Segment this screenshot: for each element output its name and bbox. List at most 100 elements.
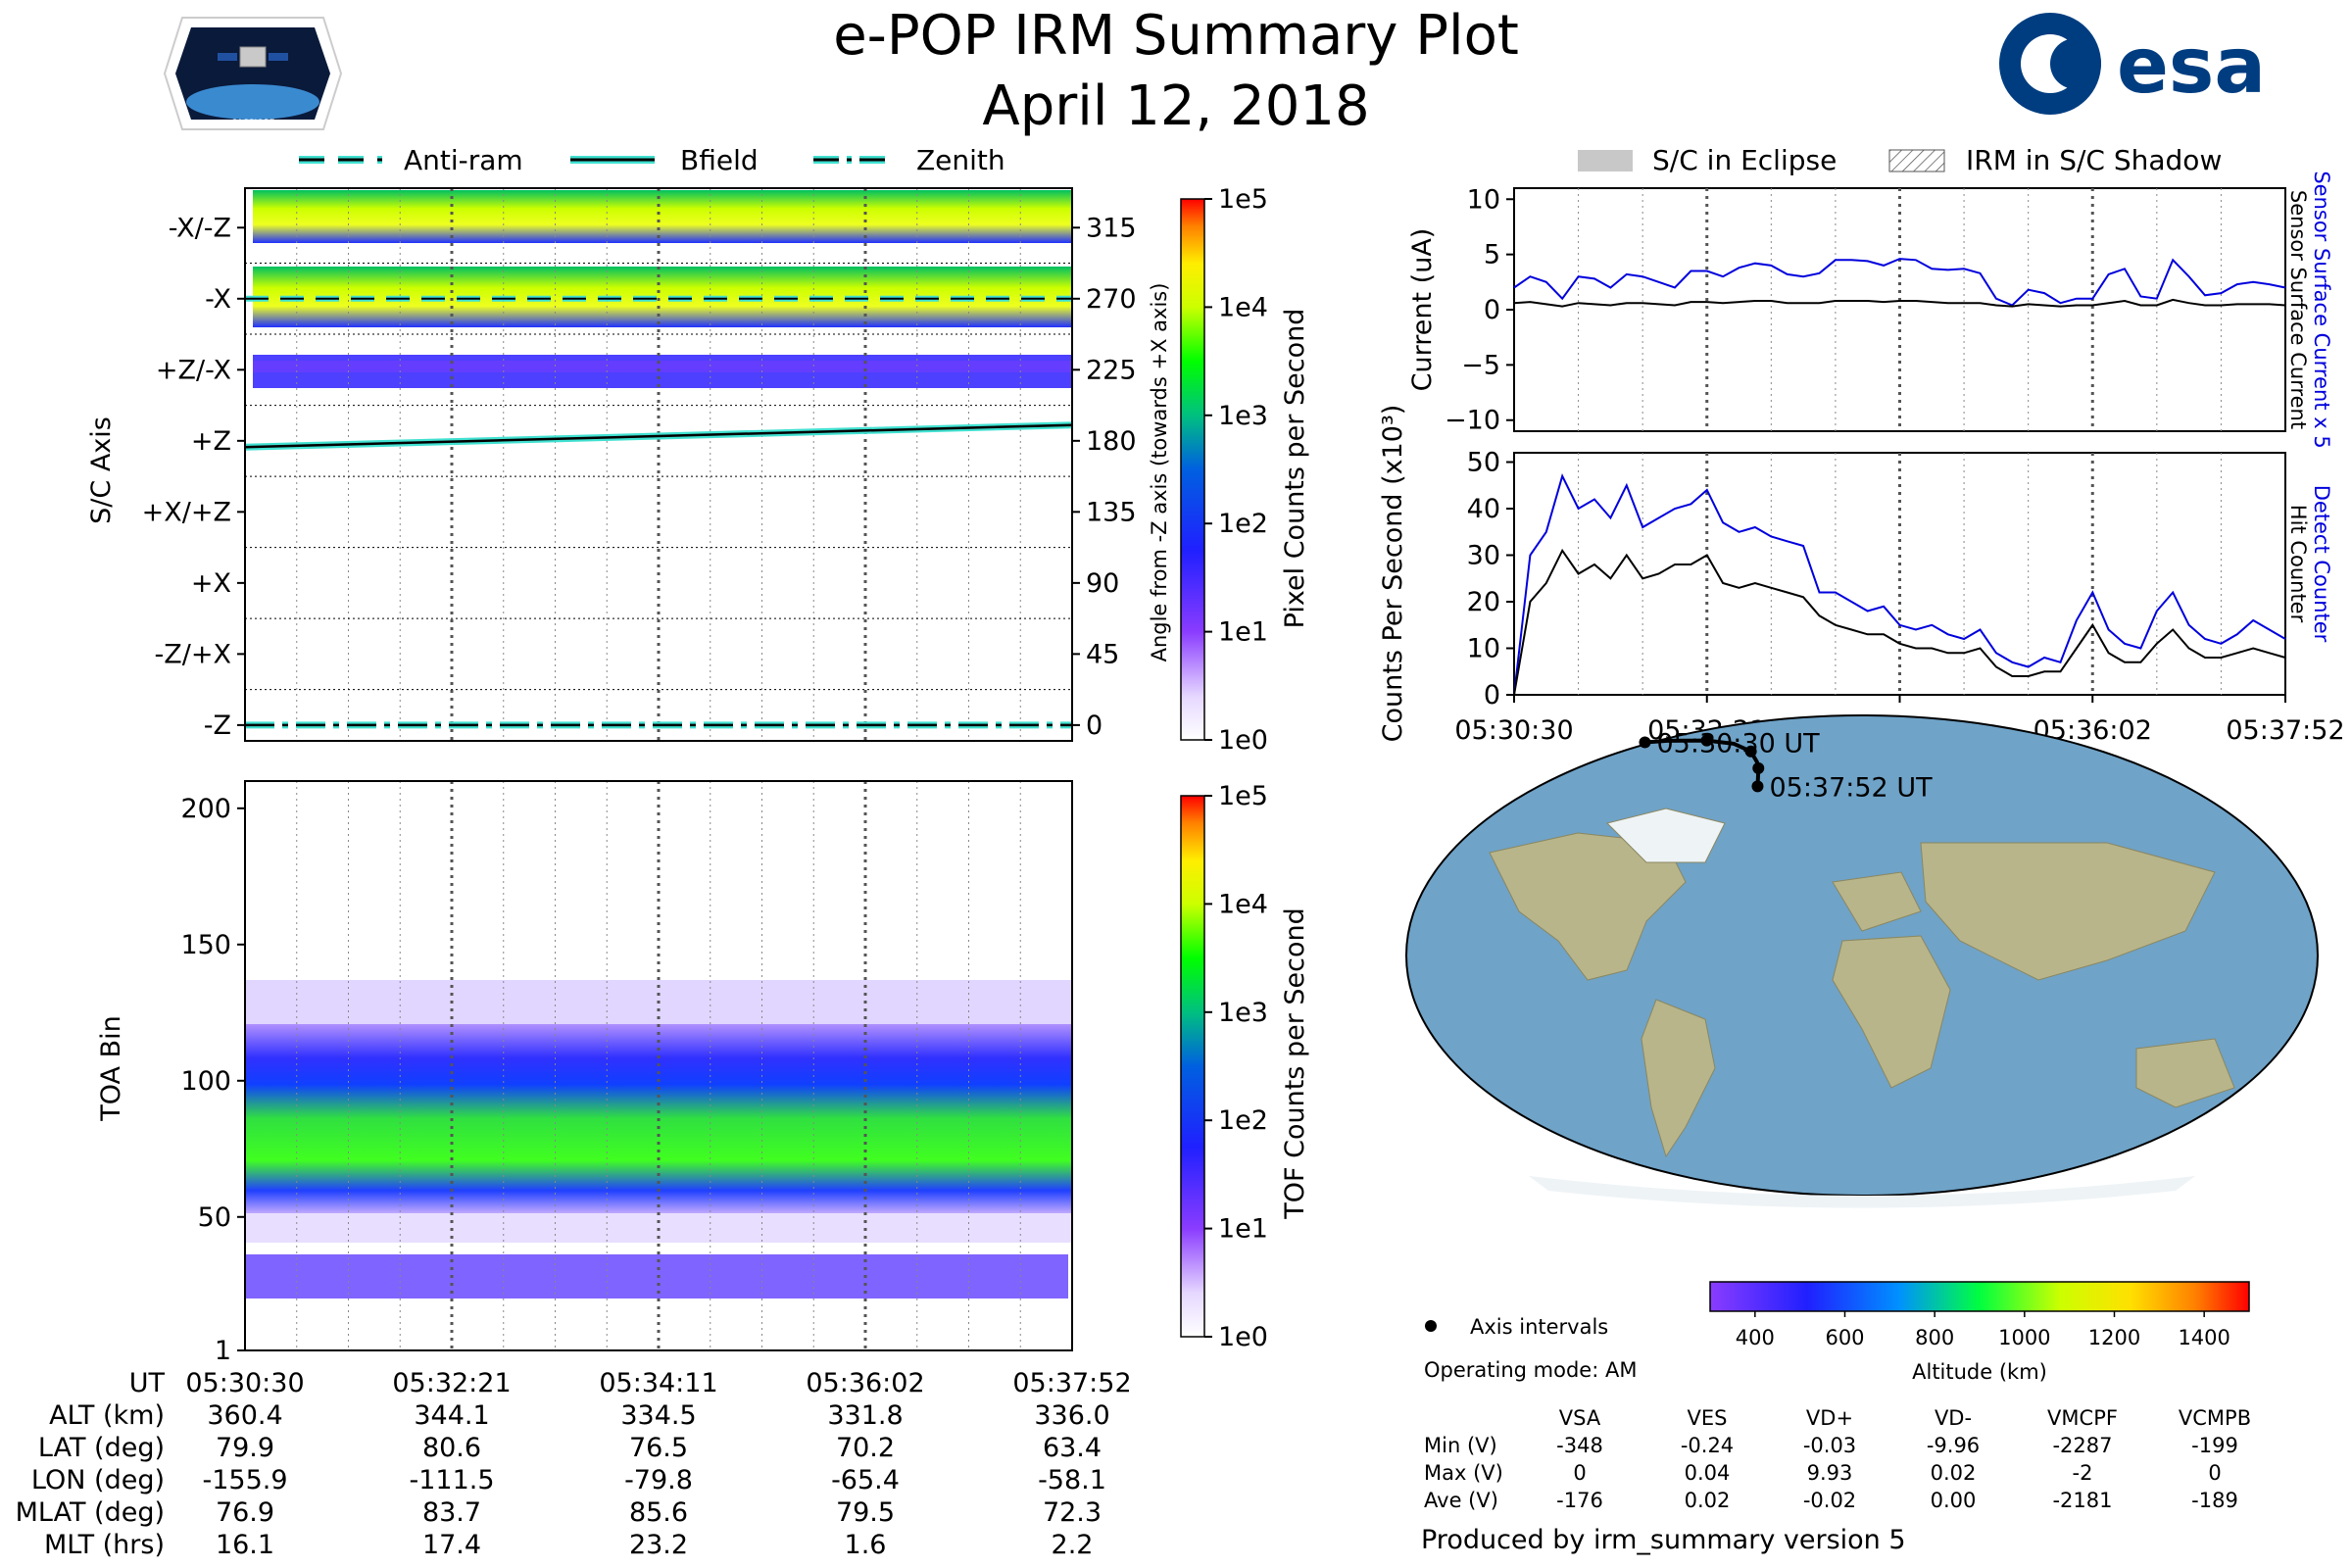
toa-colorbar: 1e5 1e4 1e3 1e2 1e1 1e0 [1180,781,1268,1352]
asia [1920,842,2216,981]
ut-cell: -111.5 [409,1465,494,1495]
ut-cell: 2.2 [1052,1530,1094,1560]
toa-cbar-label-1e4: 1e4 [1218,889,1268,919]
legend-right: S/C in Eclipse IRM in S/C Shadow [1578,144,2222,176]
ut-cell: 360.4 [207,1400,282,1431]
current-series-black-label: Sensor Surface Current [2286,190,2310,429]
ut-cell: -155.9 [202,1465,287,1495]
australia [2135,1038,2235,1108]
altitude-label: Altitude (km) [1912,1360,2047,1384]
series-line-hit-counter [1513,548,2286,696]
series-line-sensor-surface-current-x-5 [1513,258,2286,307]
track-point [1752,761,1765,774]
pixel-cbar-label-1e2: 1e2 [1218,509,1268,539]
volt-cell: -0.24 [1681,1434,1734,1457]
track-point [1751,780,1764,793]
alt-tick-label-400: 400 [1736,1326,1775,1349]
toa-tick-label-150: 150 [180,930,231,960]
toa-cbar-label-1e5: 1e5 [1218,781,1268,811]
ut-row-label-ut: UT [129,1368,166,1398]
pixel-ylabel-left: S/C Axis [86,416,117,524]
legend-eclipse: S/C in Eclipse [1652,144,1837,176]
mission-badge: CASSIOPE [163,17,343,130]
volt-cell: -9.96 [1927,1434,1980,1457]
ut-row-label-lon-deg: LON (deg) [31,1465,165,1495]
toa-tick-label-50: 50 [198,1202,231,1233]
y-tick-label: 10 [1467,184,1500,215]
pixel-tick-label-x: -X [205,284,231,315]
ut-cell: 05:30:30 [185,1368,304,1398]
volt-row-label: Min (V) [1424,1434,1497,1457]
legend-shadow: IRM in S/C Shadow [1966,144,2222,176]
x-tick-label-05-30-30: 05:30:30 [1454,715,1573,746]
ut-cell: 1.6 [845,1530,887,1560]
ut-row-label-mlt-hrs: MLT (hrs) [44,1530,165,1560]
toa-colorbar-label: TOF Counts per Second [1280,907,1310,1220]
ut-cell: 70.2 [836,1433,895,1463]
volt-cell: 0.00 [1931,1489,1977,1512]
current-panel: 10 5 0 −5 −10 [1445,184,2286,436]
ut-cell: 63.4 [1043,1433,1102,1463]
ut-cell: -65.4 [831,1465,900,1495]
pixel-angle-label--X: 270 [1086,284,1137,315]
ut-cell: 85.6 [629,1497,688,1528]
y-tick-label: 5 [1484,240,1500,270]
y-tick-label: 40 [1467,494,1500,524]
pixel-angle-label-+X/+Z: 135 [1086,497,1137,527]
esa-logo: esa [1999,13,2266,115]
legend-zenith: Zenith [916,144,1005,176]
toa-tick-label-1: 1 [215,1336,231,1366]
toa-ylabel: TOA Bin [96,1015,126,1121]
africa [1832,935,1951,1089]
south-america [1641,999,1716,1158]
ut-cell: -58.1 [1038,1465,1106,1495]
ut-cell: 331.8 [827,1400,903,1431]
ut-row-label-alt-km: ALT (km) [49,1400,165,1431]
x-tick-label-05-37-52: 05:37:52 [2226,715,2344,746]
volt-header-vsa: VSA [1559,1406,1601,1430]
track-point [1700,734,1713,747]
current-ylabel: Current (uA) [1407,228,1438,392]
ut-cell: 05:32:21 [392,1368,511,1398]
y-tick-label: 50 [1467,448,1500,478]
current-series-blue-label: Sensor Surface Current x 5 [2310,171,2333,448]
pixel-ylabel-right: Angle from -Z axis (towards +X axis) [1148,283,1171,662]
pixel-angle-label--X/-Z: 315 [1086,213,1137,243]
counts-gridlines [1578,453,2222,695]
continents [1489,808,2235,1158]
axis-intervals-dot [1425,1320,1437,1332]
alt-tick-label-800: 800 [1915,1326,1954,1349]
greenland [1606,808,1726,863]
toa-vertical-gridlines [296,781,1021,1350]
pixel-angle-label-+Z/-X: 225 [1086,355,1137,385]
volt-cell: -176 [1556,1489,1603,1512]
ut-cell: 80.6 [422,1433,481,1463]
europe [1832,871,1922,932]
counts-ylabel: Counts Per Second (x10³) [1378,405,1408,743]
volt-cell: 0.02 [1931,1461,1977,1485]
volt-cell: -348 [1556,1434,1603,1457]
toa-tick-label-200: 200 [180,794,231,824]
ut-cell: 05:37:52 [1012,1368,1131,1398]
ut-cell: 05:36:02 [806,1368,924,1398]
y-tick-label: 30 [1467,541,1500,571]
band-xz [253,190,1072,243]
legend-left: Anti-ram Bfield Zenith [299,144,1005,176]
volt-cell: -189 [2191,1489,2238,1512]
ut-cell: 334.5 [620,1400,696,1431]
pixel-cbar-label-1e4: 1e4 [1218,292,1268,322]
ut-cell: 23.2 [629,1530,688,1560]
pixel-angle-label-+Z: 180 [1086,426,1137,457]
track-point [1639,736,1651,749]
pixel-frame [244,187,1073,742]
pixel-tick-label-z-x: -Z/+X [155,639,231,669]
volt-cell: -0.02 [1803,1489,1856,1512]
ut-row-label-lat-deg: LAT (deg) [38,1433,165,1463]
footer-text: Produced by irm_summary version 5 [1421,1525,1906,1555]
y-tick-label: −10 [1445,406,1500,436]
volt-header-vd: VD- [1935,1406,1972,1430]
pixel-angle-label--Z/+X: 45 [1086,639,1119,669]
pixel-counts-panel: -X/-Z -X +Z/-X +Z +X/+Z +X -Z/+X -Z 315 270 225 18… [142,187,1137,742]
